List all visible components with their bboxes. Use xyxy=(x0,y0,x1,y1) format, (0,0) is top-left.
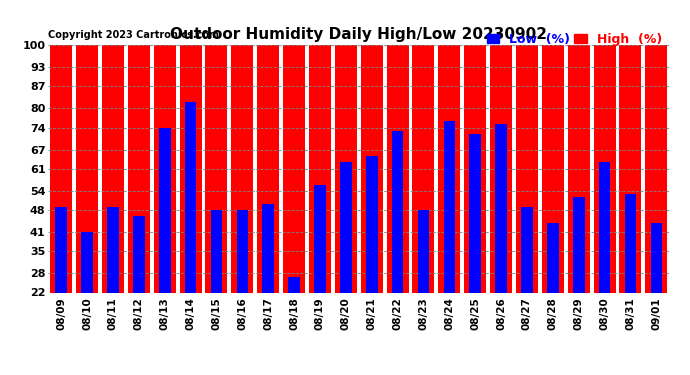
Bar xyxy=(335,0,357,292)
Bar xyxy=(386,0,408,292)
Bar xyxy=(210,210,222,292)
Bar xyxy=(516,0,538,292)
Bar xyxy=(593,0,615,292)
Bar xyxy=(50,0,72,292)
Bar xyxy=(599,162,611,292)
Bar xyxy=(366,156,377,292)
Bar xyxy=(154,0,176,292)
Bar xyxy=(309,10,331,292)
Bar xyxy=(464,0,486,292)
Bar xyxy=(542,0,564,292)
Bar xyxy=(573,197,584,292)
Bar xyxy=(257,0,279,292)
Bar xyxy=(495,124,507,292)
Bar xyxy=(645,0,667,292)
Bar xyxy=(392,130,404,292)
Bar xyxy=(547,223,559,292)
Bar xyxy=(490,0,512,292)
Bar xyxy=(133,216,145,292)
Bar xyxy=(361,0,383,292)
Bar xyxy=(444,121,455,292)
Bar xyxy=(314,184,326,292)
Bar xyxy=(185,102,197,292)
Bar xyxy=(568,0,590,292)
Legend: Low  (%), High  (%): Low (%), High (%) xyxy=(486,32,663,47)
Bar xyxy=(413,0,435,292)
Bar xyxy=(283,0,305,292)
Bar xyxy=(262,204,274,292)
Bar xyxy=(438,0,460,292)
Bar xyxy=(107,207,119,292)
Bar xyxy=(651,223,662,292)
Bar xyxy=(469,134,481,292)
Bar xyxy=(55,207,67,292)
Bar xyxy=(81,232,93,292)
Bar xyxy=(620,0,642,292)
Bar xyxy=(340,162,352,292)
Bar xyxy=(206,0,228,292)
Bar xyxy=(179,0,201,292)
Bar xyxy=(624,194,636,292)
Bar xyxy=(159,128,170,292)
Bar xyxy=(417,210,429,292)
Bar xyxy=(288,277,300,292)
Bar xyxy=(102,0,124,292)
Bar xyxy=(76,0,98,292)
Bar xyxy=(521,207,533,292)
Title: Outdoor Humidity Daily High/Low 20230902: Outdoor Humidity Daily High/Low 20230902 xyxy=(170,27,547,42)
Bar xyxy=(128,0,150,292)
Text: Copyright 2023 Cartronics.com: Copyright 2023 Cartronics.com xyxy=(48,30,219,40)
Bar xyxy=(231,0,253,292)
Bar xyxy=(237,210,248,292)
